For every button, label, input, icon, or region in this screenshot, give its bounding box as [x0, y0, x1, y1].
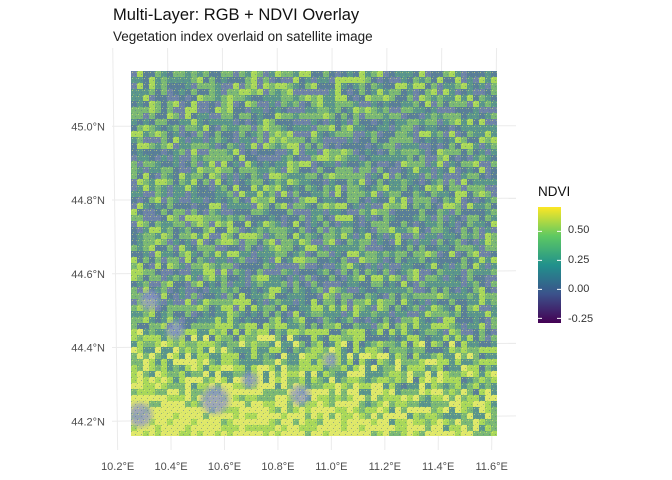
legend-label-0.25: 0.25 [568, 254, 590, 266]
colorbar-gradient [538, 207, 561, 323]
x-tick-label: 11.6°E [475, 461, 507, 473]
y-tick-label: 44.8°N [71, 195, 105, 207]
x-tick-label: 10.6°E [208, 461, 241, 473]
legend-label-neg0.25: -0.25 [568, 313, 594, 325]
x-tick-label: 10.2°E [101, 461, 134, 473]
x-tick-label: 10.8°E [261, 461, 294, 473]
y-axis-latitude: 44.2°N 44.4°N 44.6°N 44.8°N 45.0°N [71, 121, 105, 428]
x-tick-label: 11.4°E [422, 461, 454, 473]
ndvi-raster-layer [131, 71, 497, 436]
y-tick-label: 44.4°N [71, 343, 105, 355]
legend-label-0.50: 0.50 [568, 224, 590, 236]
map-title: Multi-Layer: RGB + NDVI Overlay [113, 6, 360, 24]
y-tick-label: 44.6°N [71, 269, 105, 281]
legend-label-0.00: 0.00 [568, 283, 590, 295]
x-tick-label: 11.2°E [369, 461, 401, 473]
x-tick-label: 11.0°E [315, 461, 347, 473]
y-tick-label: 44.2°N [71, 416, 105, 428]
x-tick-label: 10.4°E [154, 461, 187, 473]
ndvi-colorbar [538, 207, 561, 323]
map-subtitle: Vegetation index overlaid on satellite i… [113, 29, 373, 44]
x-axis-longitude: 10.2°E 10.4°E 10.6°E 10.8°E 11.0°E 11.2°E 11.4… [101, 461, 508, 473]
y-tick-label: 45.0°N [71, 121, 105, 133]
legend-title: NDVI [538, 184, 571, 199]
